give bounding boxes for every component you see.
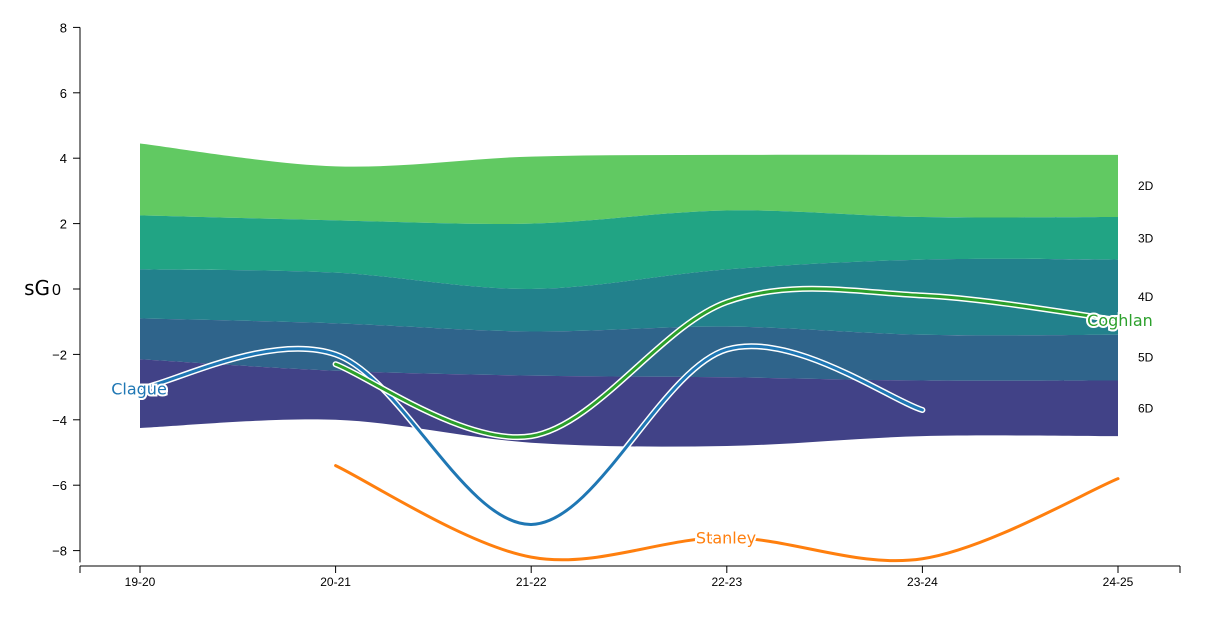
band-labels: 2D 3D 4D 5D 6D <box>1138 179 1154 415</box>
bands-layer <box>140 143 1118 447</box>
x-tick-label: 22-23 <box>711 575 742 589</box>
x-tick-label: 21-22 <box>516 575 547 589</box>
x-tick-label: 24-25 <box>1103 575 1134 589</box>
band-label-5D: 5D <box>1138 351 1154 365</box>
band-5D <box>140 318 1118 381</box>
series-line-stanley <box>334 464 1120 563</box>
x-axis: 19-20 20-21 21-22 22-23 23-24 24-25 <box>79 565 1181 589</box>
y-axis-title: sG <box>24 276 50 300</box>
y-tick-label: 4 <box>60 151 67 166</box>
y-axis: 8 6 4 2 0 −2 −4 −6 −8 <box>52 20 81 563</box>
series-line-clague <box>138 344 924 526</box>
y-tick-label: −8 <box>52 544 67 559</box>
series-labels: Clague Coghlan Stanley <box>109 309 1155 549</box>
y-tick-label: 6 <box>60 86 67 101</box>
y-tick-label: 0 <box>52 282 61 299</box>
series-label-stanley: Stanley <box>696 529 756 548</box>
y-tick-label: 8 <box>60 20 67 35</box>
series-line-coghlan <box>334 287 1120 439</box>
band-3D <box>140 210 1118 290</box>
band-4D <box>140 258 1118 336</box>
y-tick-label: −4 <box>52 413 67 428</box>
x-tick-label: 23-24 <box>907 575 938 589</box>
band-label-2D: 2D <box>1138 179 1154 193</box>
y-tick-label: −6 <box>52 478 67 493</box>
series-layer <box>137 285 1121 563</box>
x-tick-label: 19-20 <box>125 575 156 589</box>
series-label-clague: Clague <box>111 380 167 399</box>
band-label-6D: 6D <box>1138 401 1154 415</box>
band-label-4D: 4D <box>1138 290 1154 304</box>
y-tick-label: −2 <box>52 347 67 362</box>
series-label-coghlan: Coghlan <box>1087 311 1153 330</box>
band-6D <box>140 359 1118 447</box>
band-label-3D: 3D <box>1138 231 1154 245</box>
x-tick-label: 20-21 <box>320 575 351 589</box>
y-tick-label: 2 <box>60 217 67 232</box>
band-2D <box>140 143 1118 225</box>
